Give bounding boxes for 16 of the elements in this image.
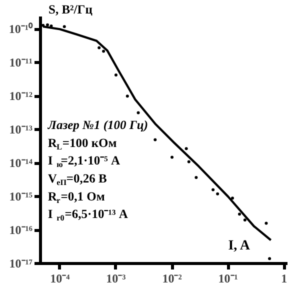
x-tick-label: 10⁻² <box>162 272 182 286</box>
y-tick-label: 10⁻¹⁰ <box>8 22 34 36</box>
y-axis-title: S, В²/Гц <box>48 2 92 16</box>
x-axis-title: I, A <box>228 238 251 254</box>
x-tick-label: 10⁻⁴ <box>50 272 70 286</box>
x-tick-label: 10⁻¹ <box>218 272 238 286</box>
annotation: Лазер №1 (100 Гц) <box>46 118 148 132</box>
y-tick-label: 10⁻¹⁴ <box>9 156 33 170</box>
y-tick-label: 10⁻¹⁵ <box>9 190 33 204</box>
y-tick-label: 10⁻¹¹ <box>9 56 33 70</box>
y-tick-label: 10⁻¹³ <box>9 122 33 137</box>
y-tick-label: 10⁻¹² <box>9 89 33 104</box>
x-tick-label: 10⁻³ <box>106 272 126 286</box>
x-tick-label: 1 <box>281 272 288 286</box>
y-tick-label: 10⁻¹⁶ <box>9 223 33 238</box>
y-tick-label: 10⁻¹⁷ <box>9 256 33 270</box>
